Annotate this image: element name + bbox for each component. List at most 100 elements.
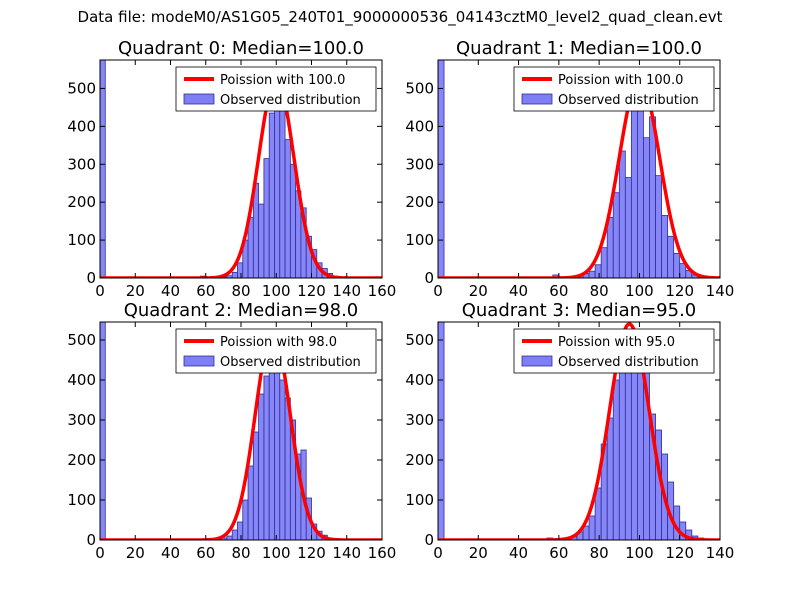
x-tick-label: 60 xyxy=(196,544,215,562)
histogram-bar xyxy=(637,353,644,540)
histogram-bar xyxy=(247,465,254,540)
histogram-bar xyxy=(268,112,275,278)
panel-title: Quadrant 3: Median=95.0 xyxy=(462,300,697,321)
panel-title: Quadrant 0: Median=100.0 xyxy=(118,38,364,59)
panel-title: Quadrant 2: Median=98.0 xyxy=(124,300,359,321)
x-tick-label: 80 xyxy=(590,282,609,300)
quadrant-3-plot-area xyxy=(438,322,720,540)
histogram-bar xyxy=(258,393,265,540)
y-tick-label: 0 xyxy=(86,531,96,549)
x-tick-label: 60 xyxy=(549,544,568,562)
legend-curve-label: Poission with 100.0 xyxy=(558,73,683,88)
histogram-bar xyxy=(612,379,620,540)
panel-title: Quadrant 1: Median=100.0 xyxy=(456,38,702,59)
y-tick-label: 300 xyxy=(405,155,434,173)
x-tick-label: 120 xyxy=(297,544,326,562)
x-tick-label: 40 xyxy=(161,544,180,562)
y-tick-label: 200 xyxy=(67,193,96,211)
histogram-bar xyxy=(624,177,632,278)
y-tick-label: 500 xyxy=(67,79,96,97)
legend-bar-swatch xyxy=(183,93,215,105)
histogram-bar xyxy=(100,60,106,278)
histogram-bar xyxy=(284,139,291,278)
x-tick-label: 80 xyxy=(590,544,609,562)
histogram-bar xyxy=(237,262,244,278)
x-tick-label: 0 xyxy=(95,544,105,562)
histogram-bar xyxy=(661,215,669,278)
x-tick-label: 20 xyxy=(469,544,488,562)
quadrant-1-panel: 0 20 40 60 80 100 120 140 0 100 200 300 400 500 Quadra… xyxy=(405,38,734,300)
x-tick-label: 140 xyxy=(706,544,735,562)
y-tick-label: 200 xyxy=(405,193,434,211)
x-tick-label: 0 xyxy=(433,544,443,562)
figure-title: Data file: modeM0/AS1G05_240T01_90000005… xyxy=(77,8,723,26)
histogram-bar xyxy=(594,264,602,278)
y-tick-label: 0 xyxy=(86,269,96,287)
y-tick-label: 400 xyxy=(67,117,96,135)
x-tick-label: 120 xyxy=(297,282,326,300)
histogram-bar xyxy=(630,95,638,278)
x-tick-label: 140 xyxy=(332,282,361,300)
y-tick-label: 0 xyxy=(424,269,434,287)
x-tick-label: 20 xyxy=(469,282,488,300)
histogram-bar xyxy=(279,105,286,278)
legend: Poission with 98.0 Observed distribution xyxy=(175,328,377,374)
y-tick-label: 300 xyxy=(67,411,96,429)
histogram-bar xyxy=(263,158,270,278)
x-tick-label: 40 xyxy=(509,544,528,562)
x-tick-label: 80 xyxy=(231,544,250,562)
legend-bar-label: Observed distribution xyxy=(558,93,699,108)
x-tick-label: 100 xyxy=(262,282,291,300)
histogram-bar xyxy=(252,431,260,540)
histogram-bar xyxy=(438,322,445,540)
x-tick-label: 20 xyxy=(126,544,145,562)
y-tick-label: 0 xyxy=(424,531,434,549)
axes-frame xyxy=(437,59,721,279)
poisson-curve xyxy=(438,322,720,540)
legend-bar-label: Observed distribution xyxy=(558,355,699,370)
histogram-bar xyxy=(649,116,656,278)
legend-curve-label: Poission with 98.0 xyxy=(220,335,337,350)
histogram-bar xyxy=(618,150,626,278)
x-tick-label: 40 xyxy=(161,282,180,300)
y-tick-label: 400 xyxy=(67,371,96,389)
histogram-bar xyxy=(289,163,297,278)
legend-bar-swatch xyxy=(521,355,553,367)
x-tick-label: 80 xyxy=(231,282,250,300)
x-tick-label: 20 xyxy=(126,282,145,300)
histogram-bar xyxy=(588,270,596,278)
histogram-bar xyxy=(438,60,445,278)
legend: Poission with 95.0 Observed distribution xyxy=(513,328,715,374)
histogram-bar xyxy=(231,271,238,278)
histogram-bar xyxy=(274,361,281,540)
histogram-bar xyxy=(231,529,238,540)
legend-bar-label: Observed distribution xyxy=(220,93,361,108)
y-tick-label: 400 xyxy=(405,371,434,389)
y-tick-label: 100 xyxy=(405,231,434,249)
histogram-bar xyxy=(588,515,596,540)
x-tick-label: 60 xyxy=(196,282,215,300)
histogram-bar xyxy=(258,203,265,278)
histogram-bar xyxy=(618,371,626,540)
x-tick-label: 100 xyxy=(625,282,654,300)
histogram-bar xyxy=(600,247,608,278)
histogram-bar xyxy=(612,192,620,278)
legend-bar-swatch xyxy=(183,355,215,367)
y-tick-label: 300 xyxy=(67,155,96,173)
y-tick-label: 500 xyxy=(405,79,434,97)
histogram-bar xyxy=(667,235,675,278)
quadrant-0-plot-area xyxy=(100,60,382,278)
quadrant-3-panel: 0 20 40 60 80 100 120 140 0 100 200 300 400 500 Quadra… xyxy=(405,300,734,562)
x-tick-label: 100 xyxy=(262,544,291,562)
legend: Poission with 100.0 Observed distribution xyxy=(175,66,377,112)
x-tick-label: 100 xyxy=(625,544,654,562)
histogram-bar xyxy=(226,535,233,540)
histogram-bar xyxy=(673,252,681,278)
x-tick-label: 160 xyxy=(368,544,397,562)
x-tick-label: 160 xyxy=(368,282,397,300)
y-tick-label: 300 xyxy=(405,411,434,429)
histogram-bar xyxy=(237,521,244,540)
x-tick-label: 0 xyxy=(433,282,443,300)
quadrant-0-panel: 0 20 40 60 80 100 120 140 160 0 100 200 300 400 500 Qua… xyxy=(67,38,396,300)
